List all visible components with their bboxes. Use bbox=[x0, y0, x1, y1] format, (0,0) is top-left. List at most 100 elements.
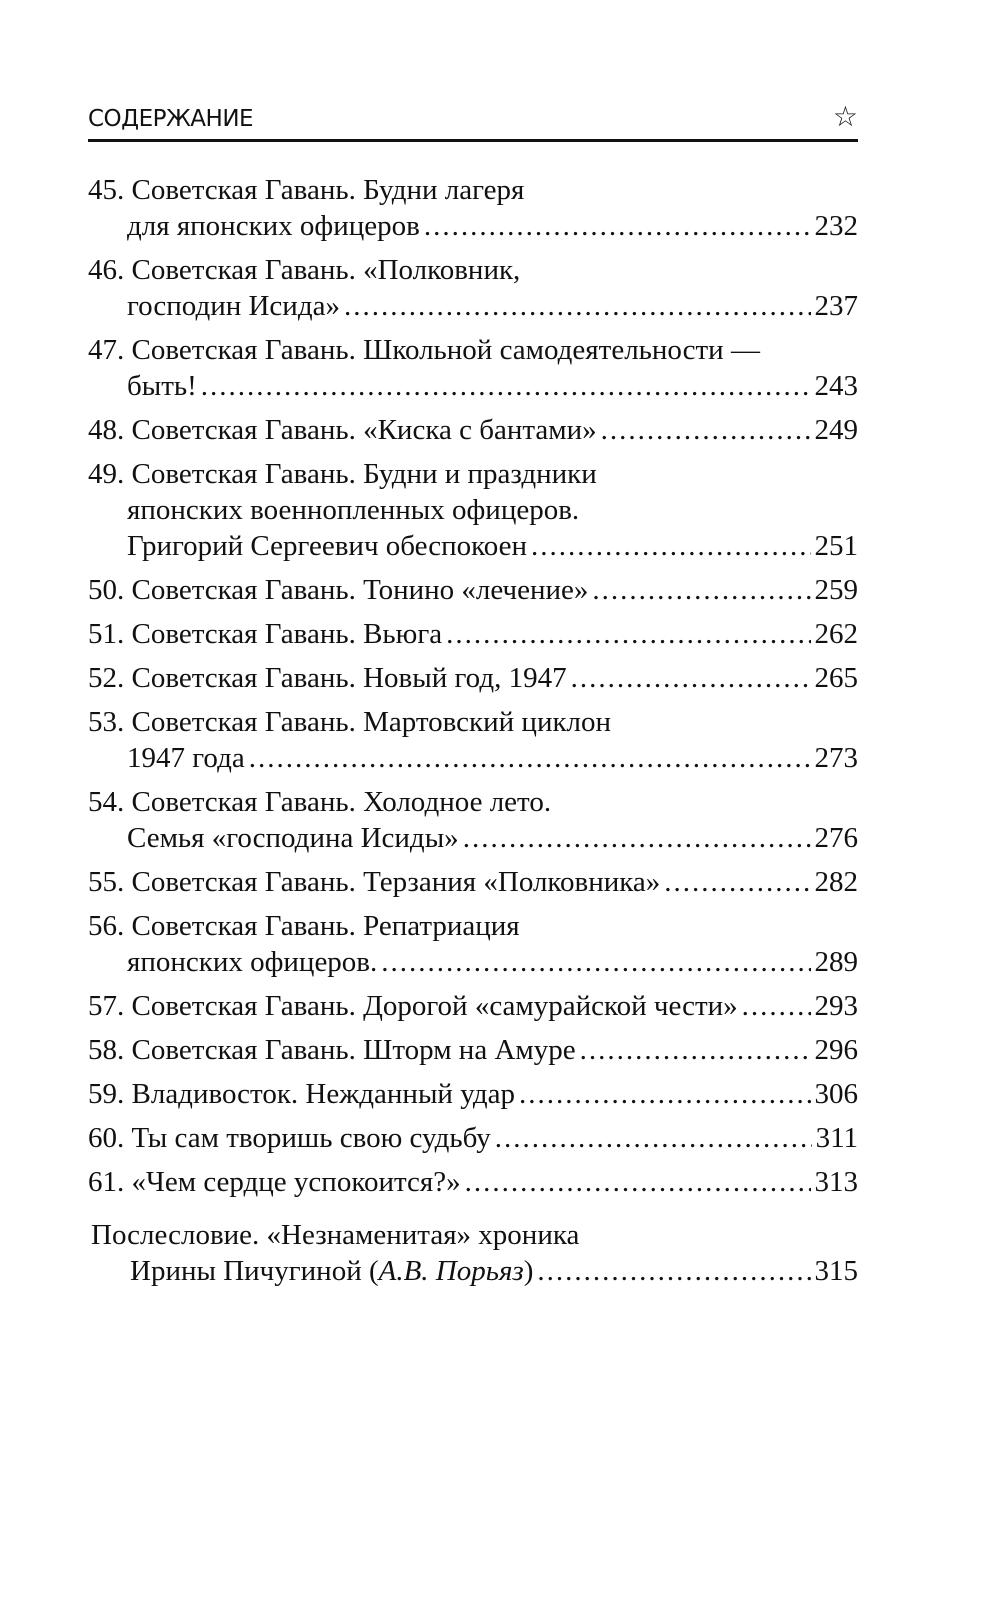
entry-title: 53. Советская Гавань. Мартовский циклон bbox=[88, 706, 612, 738]
dot-leader bbox=[531, 528, 810, 564]
toc-entry[interactable]: 57. Советская Гавань. Дорогой «самурайск… bbox=[88, 988, 858, 1024]
toc-entry[interactable]: 58. Советская Гавань. Шторм на Амуре 296 bbox=[88, 1032, 858, 1068]
toc-entry[interactable]: 54. Советская Гавань. Холодное лето. Семь… bbox=[88, 784, 858, 856]
page-number: 313 bbox=[814, 1166, 859, 1198]
dot-leader bbox=[519, 1076, 811, 1112]
toc-entry[interactable]: 61. «Чем сердце успокоится?» 313 bbox=[88, 1164, 858, 1200]
running-header: СОДЕРЖАНИЕ ☆ bbox=[88, 100, 858, 140]
dot-leader bbox=[465, 1164, 811, 1200]
entry-title: 49. Советская Гавань. Будни и праздники bbox=[88, 458, 597, 490]
entry-title: быть! bbox=[127, 370, 197, 402]
dot-leader bbox=[446, 616, 810, 652]
dot-leader bbox=[571, 660, 811, 696]
toc-entry[interactable]: 49. Советская Гавань. Будни и праздники я… bbox=[88, 456, 858, 564]
dot-leader bbox=[344, 288, 811, 324]
entry-title: Ирины Пичугиной (А.В. Порьяз) bbox=[130, 1255, 534, 1287]
page-number: 293 bbox=[814, 990, 859, 1022]
toc-entry[interactable]: 52. Советская Гавань. Новый год, 1947 265 bbox=[88, 660, 858, 696]
toc-line: японских офицеров. 289 bbox=[88, 944, 858, 980]
dot-leader bbox=[495, 1120, 812, 1156]
page-number: 273 bbox=[814, 742, 859, 774]
toc-entry[interactable]: 47. Советская Гавань. Школьной самодеяте… bbox=[88, 332, 858, 404]
entry-title: 60. Ты сам творишь свою судьбу bbox=[88, 1122, 491, 1154]
entry-title: 58. Советская Гавань. Шторм на Амуре bbox=[88, 1034, 576, 1066]
toc-entry[interactable]: 59. Владивосток. Нежданный удар 306 bbox=[88, 1076, 858, 1112]
page-number: 276 bbox=[814, 822, 859, 854]
page-number: 311 bbox=[815, 1122, 858, 1154]
entry-title: 61. «Чем сердце успокоится?» bbox=[88, 1166, 461, 1198]
entry-title: 47. Советская Гавань. Школьной самодеяте… bbox=[88, 334, 760, 366]
toc-line: 61. «Чем сердце успокоится?» 313 bbox=[88, 1164, 858, 1200]
page-number: 249 bbox=[814, 414, 859, 446]
page-number: 265 bbox=[814, 662, 859, 694]
toc-entry[interactable]: 53. Советская Гавань. Мартовский циклон 1… bbox=[88, 704, 858, 776]
entry-title: господин Исида» bbox=[127, 290, 340, 322]
toc-line: 50. Советская Гавань. Тонино «лечение» 25… bbox=[88, 572, 858, 608]
entry-title: 59. Владивосток. Нежданный удар bbox=[88, 1078, 515, 1110]
entry-title: 52. Советская Гавань. Новый год, 1947 bbox=[88, 662, 567, 694]
toc-line: 46. Советская Гавань. «Полковник, bbox=[88, 252, 858, 288]
entry-title: Семья «господина Исиды» bbox=[127, 822, 459, 854]
page-number: 262 bbox=[814, 618, 859, 650]
dot-leader bbox=[249, 740, 811, 776]
dot-leader bbox=[742, 988, 811, 1024]
toc-line: Ирины Пичугиной (А.В. Порьяз) 315 bbox=[88, 1253, 858, 1289]
dot-leader bbox=[592, 572, 810, 608]
toc-entry-afterword[interactable]: Послесловие. «Незнаменитая» хроника Ирин… bbox=[88, 1217, 858, 1289]
toc-line: 53. Советская Гавань. Мартовский циклон bbox=[88, 704, 858, 740]
toc-line: 57. Советская Гавань. Дорогой «самурайск… bbox=[88, 988, 858, 1024]
page-number: 315 bbox=[814, 1255, 859, 1287]
dot-leader bbox=[601, 412, 811, 448]
toc-entry[interactable]: 45. Советская Гавань. Будни лагеря для яп… bbox=[88, 172, 858, 244]
toc-line: 58. Советская Гавань. Шторм на Амуре 296 bbox=[88, 1032, 858, 1068]
page-number: 232 bbox=[814, 210, 859, 242]
toc-line: японских военнопленных офицеров. bbox=[88, 492, 858, 528]
toc-line: 56. Советская Гавань. Репатриация bbox=[88, 908, 858, 944]
toc-line: Семья «господина Исиды» 276 bbox=[88, 820, 858, 856]
dot-leader bbox=[201, 368, 811, 404]
dot-leader bbox=[537, 1253, 810, 1289]
toc-line: 59. Владивосток. Нежданный удар 306 bbox=[88, 1076, 858, 1112]
toc-line: 54. Советская Гавань. Холодное лето. bbox=[88, 784, 858, 820]
toc-line: Послесловие. «Незнаменитая» хроника bbox=[88, 1217, 858, 1253]
toc-line: 48. Советская Гавань. «Киска с бантами» 2… bbox=[88, 412, 858, 448]
entry-title: 1947 года bbox=[127, 742, 245, 774]
page-number: 259 bbox=[814, 574, 859, 606]
toc-entry[interactable]: 51. Советская Гавань. Вьюга 262 bbox=[88, 616, 858, 652]
entry-title: 51. Советская Гавань. Вьюга bbox=[88, 618, 443, 650]
entry-title: 45. Советская Гавань. Будни лагеря bbox=[88, 174, 525, 206]
entry-title: 46. Советская Гавань. «Полковник, bbox=[88, 254, 521, 286]
entry-title: 48. Советская Гавань. «Киска с бантами» bbox=[88, 414, 597, 446]
dot-leader bbox=[381, 944, 810, 980]
toc-entry[interactable]: 60. Ты сам творишь свою судьбу 311 bbox=[88, 1120, 858, 1156]
table-of-contents: 45. Советская Гавань. Будни лагеря для яп… bbox=[88, 172, 858, 1297]
toc-entry[interactable]: 50. Советская Гавань. Тонино «лечение» 25… bbox=[88, 572, 858, 608]
toc-line: господин Исида» 237 bbox=[88, 288, 858, 324]
page-number: 243 bbox=[814, 370, 859, 402]
toc-entry[interactable]: 46. Советская Гавань. «Полковник, господи… bbox=[88, 252, 858, 324]
entry-title: 50. Советская Гавань. Тонино «лечение» bbox=[88, 574, 589, 606]
page-number: 289 bbox=[814, 946, 859, 978]
header-rule bbox=[88, 139, 858, 142]
dot-leader bbox=[664, 864, 810, 900]
page-number: 306 bbox=[814, 1078, 859, 1110]
toc-entry[interactable]: 48. Советская Гавань. «Киска с бантами» 2… bbox=[88, 412, 858, 448]
toc-line: 55. Советская Гавань. Терзания «Полковни… bbox=[88, 864, 858, 900]
page-number: 251 bbox=[814, 530, 859, 562]
entry-title: 54. Советская Гавань. Холодное лето. bbox=[88, 786, 552, 818]
page-number: 237 bbox=[814, 290, 859, 322]
toc-line: Григорий Сергеевич обеспокоен 251 bbox=[88, 528, 858, 564]
toc-line: 45. Советская Гавань. Будни лагеря bbox=[88, 172, 858, 208]
dot-leader bbox=[580, 1032, 811, 1068]
page-number: 296 bbox=[814, 1034, 859, 1066]
entry-title: японских офицеров. bbox=[127, 946, 378, 978]
dot-leader bbox=[424, 208, 811, 244]
entry-title: 57. Советская Гавань. Дорогой «самурайск… bbox=[88, 990, 738, 1022]
toc-line: 51. Советская Гавань. Вьюга 262 bbox=[88, 616, 858, 652]
toc-entry[interactable]: 56. Советская Гавань. Репатриация японски… bbox=[88, 908, 858, 980]
author-name: А.В. Порьяз bbox=[378, 1255, 524, 1287]
toc-line: для японских офицеров 232 bbox=[88, 208, 858, 244]
entry-title: Послесловие. «Незнаменитая» хроника bbox=[91, 1219, 580, 1251]
toc-entry[interactable]: 55. Советская Гавань. Терзания «Полковни… bbox=[88, 864, 858, 900]
dot-leader bbox=[463, 820, 811, 856]
